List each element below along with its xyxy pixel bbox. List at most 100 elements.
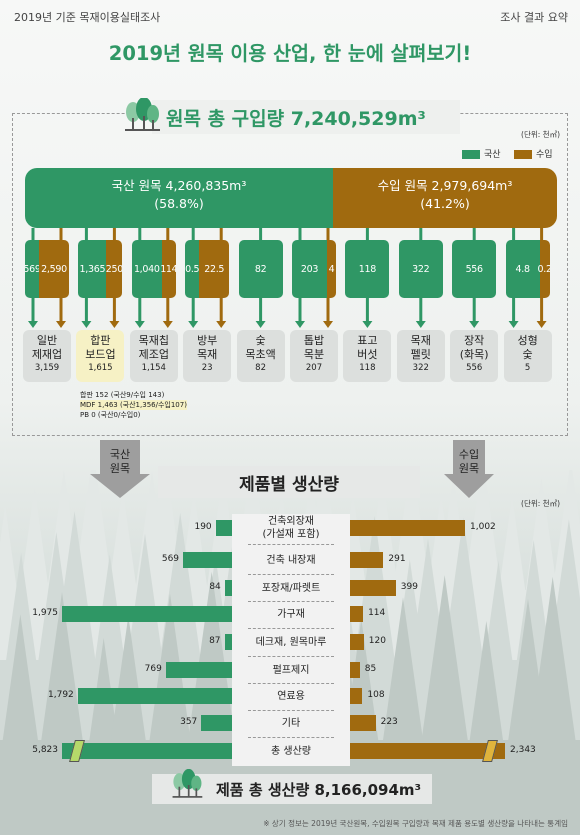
tree-icon xyxy=(125,98,160,131)
imported-bar xyxy=(350,634,364,650)
category-label: 건축외장재 (가설재 포함) xyxy=(232,515,350,541)
category-label-line: 건축 내장재 xyxy=(266,554,316,566)
industry-name-line2: 제조업 xyxy=(138,348,169,361)
domestic-value: 556 xyxy=(452,240,497,298)
note-pb: PB 0 (국산0/수입0) xyxy=(80,411,141,419)
category-label-line: 연료용 xyxy=(277,690,305,702)
industry-name-line1: 숯 xyxy=(255,334,266,347)
imported-value-label: 223 xyxy=(380,717,398,727)
domestic-value: 1,365 xyxy=(78,240,107,298)
imported-value: 0.2 xyxy=(537,240,550,298)
domestic-wood-label: 국산 원목 xyxy=(109,448,131,475)
tree-icon xyxy=(172,769,203,798)
imported-bar xyxy=(350,715,376,731)
imported-value: 2,590 xyxy=(39,240,69,298)
industry-box: 1,365 250 xyxy=(78,240,123,298)
imported-value-label: 2,343 xyxy=(510,745,536,755)
category-column xyxy=(232,514,350,766)
industry-box: 118 xyxy=(345,240,390,298)
imported-bar xyxy=(350,606,364,622)
industry-label: 톱밥 목분 207 xyxy=(290,330,338,382)
industry-label: 방부 목재 23 xyxy=(183,330,232,382)
domestic-value-label: 1,792 xyxy=(48,690,74,700)
domestic-bar xyxy=(165,662,232,678)
category-label-line: 포장재/파렛트 xyxy=(261,582,321,594)
domestic-value: 203 xyxy=(292,240,327,298)
industry-name-line2: 목초액 xyxy=(245,348,276,361)
industry-box: 4.8 0.2 xyxy=(505,240,550,298)
industry-name-line2: 목분 xyxy=(303,348,325,361)
industry-name-line2: 버섯 xyxy=(357,348,378,361)
industry-name-line1: 장작 xyxy=(464,334,485,347)
imported-bar xyxy=(350,580,396,596)
industry-name-line2: 제재업 xyxy=(31,348,63,361)
imported-value-label: 399 xyxy=(400,582,418,592)
category-label: 건축 내장재 xyxy=(232,554,350,567)
category-separator xyxy=(248,601,334,602)
industry-name-line2: 보드업 xyxy=(85,348,116,361)
category-label-line: 기타 xyxy=(281,717,301,729)
industry-name-line1: 톱밥 xyxy=(303,334,325,347)
category-label: 데크재, 원목마루 xyxy=(232,636,350,649)
production-title: 제품별 생산량 xyxy=(239,475,339,495)
domestic-value-label: 357 xyxy=(180,717,198,727)
industry-total: 207 xyxy=(305,363,323,373)
industry-name-line1: 일반 xyxy=(36,334,58,347)
imported-value-label: 85 xyxy=(364,664,377,674)
category-label: 가구재 xyxy=(232,608,350,621)
footnote: ※ 상기 정보는 2019년 국산원목, 수입원목 구입량과 목재 제품 용도별… xyxy=(263,819,568,828)
domestic-value: 322 xyxy=(398,240,443,298)
category-label-line: 가구재 xyxy=(277,608,305,620)
industry-total: 3,159 xyxy=(34,363,60,373)
industry-total: 118 xyxy=(359,363,376,373)
industry-label: 장작 (화목) 556 xyxy=(450,330,499,382)
imported-bar xyxy=(350,743,505,759)
industry-total: 1,615 xyxy=(88,363,113,373)
category-label: 연료용 xyxy=(232,690,350,703)
industry-total: 5 xyxy=(524,363,531,373)
industry-name-line2: 목재 xyxy=(197,348,218,361)
imported-bar xyxy=(350,552,384,568)
industry-total: 1,154 xyxy=(141,363,166,373)
domestic-total-label: 국산 원목 4,260,835m³ xyxy=(111,178,247,193)
domestic-bar xyxy=(77,688,232,704)
imported-value: 114 xyxy=(160,240,176,298)
imported-bar xyxy=(350,520,465,536)
section-name: 조사 결과 요약 xyxy=(500,11,568,24)
legend-domestic-swatch xyxy=(462,150,480,159)
imported-total-box: 수입 원목 2,979,694m³ (41.2%) xyxy=(333,168,557,228)
category-separator xyxy=(248,709,334,711)
production-unit: (단위: 천㎥) xyxy=(521,499,560,508)
industry-label: 목재칩 제조업 1,154 xyxy=(129,330,178,382)
domestic-value: 118 xyxy=(345,240,390,298)
industry-name-line1: 목재 xyxy=(410,334,431,347)
imported-wood-label: 수입 원목 xyxy=(458,448,480,475)
domestic-value-label: 1,975 xyxy=(32,608,58,618)
category-separator xyxy=(248,656,334,657)
imported-down-arrow xyxy=(444,440,494,498)
industry-name-line1: 합판 xyxy=(90,334,111,347)
category-label: 포장재/파렛트 xyxy=(232,582,350,595)
imported-value: 250 xyxy=(106,240,123,298)
note-mdf: MDF 1,463 (국산1,356/수입107) xyxy=(80,400,187,410)
industry-label: 성형 숯 5 xyxy=(503,330,552,382)
industry-label: 합판 보드업 1,615 xyxy=(76,330,125,382)
industry-name-line2: 펠릿 xyxy=(410,348,431,361)
domestic-bar xyxy=(224,634,232,650)
industry-label: 목재 펠릿 322 xyxy=(396,330,445,382)
industry-name-line1: 표고 xyxy=(357,334,378,347)
domestic-bar xyxy=(62,606,232,622)
domestic-value-label: 769 xyxy=(144,664,162,674)
category-separator xyxy=(248,544,334,545)
domestic-value: 0.5 xyxy=(185,240,200,298)
industry-name-line1: 목재칩 xyxy=(138,334,169,347)
domestic-value: 82 xyxy=(238,240,283,298)
industry-total: 556 xyxy=(466,363,483,373)
category-label-line: 총 생산량 xyxy=(271,745,311,757)
category-separator xyxy=(248,737,334,738)
legend-domestic: 국산 xyxy=(462,147,501,160)
imported-value-label: 1,002 xyxy=(470,522,496,532)
note-plywood: 합판 152 (국산9/수입 143) xyxy=(80,391,165,399)
category-label-line: 건축외장재 xyxy=(268,516,314,527)
imported-total-label: 수입 원목 2,979,694m³ xyxy=(377,178,513,193)
